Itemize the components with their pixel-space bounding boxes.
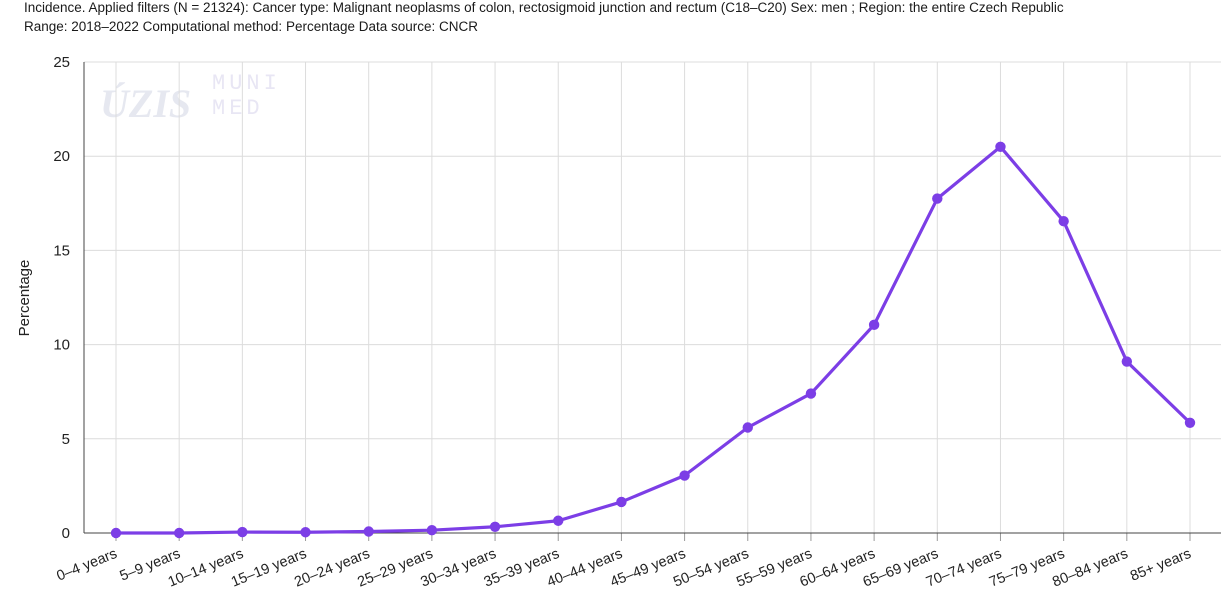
data-point[interactable]	[616, 496, 627, 508]
series-percentage	[110, 141, 1196, 539]
data-point[interactable]	[426, 524, 438, 536]
data-point[interactable]	[1184, 417, 1196, 428]
watermark-med: MED	[212, 96, 264, 121]
data-point[interactable]	[173, 527, 185, 539]
axes	[83, 62, 1221, 541]
data-point[interactable]	[1058, 215, 1069, 227]
y-axis-label: Percentage	[16, 260, 33, 337]
y-tick-label: 0	[62, 525, 70, 542]
watermark-muni: MUNI	[212, 71, 281, 96]
y-tick-labels: 0 5 10 15 20 25	[53, 54, 70, 542]
grid	[84, 61, 1221, 533]
title-line-1: Incidence. Applied filters (N = 21324): …	[24, 0, 1064, 15]
data-point[interactable]	[805, 388, 817, 399]
y-tick-label: 10	[53, 337, 70, 354]
y-tick-label: 20	[53, 148, 70, 165]
data-point[interactable]	[679, 470, 690, 481]
x-tick-label: 85+ years	[1128, 546, 1193, 585]
data-point[interactable]	[932, 193, 943, 204]
data-point[interactable]	[363, 526, 374, 537]
series-line	[116, 145, 1192, 535]
data-point[interactable]	[1121, 356, 1133, 367]
data-point[interactable]	[110, 527, 122, 539]
data-point[interactable]	[995, 141, 1006, 152]
watermark: ÚZIS MUNI MED	[100, 71, 281, 126]
chart-title: Incidence. Applied filters (N = 21324): …	[24, 0, 1064, 36]
y-tick-label: 25	[53, 54, 70, 71]
watermark-uzis: ÚZIS	[100, 81, 191, 126]
data-point[interactable]	[742, 422, 753, 433]
x-tick-label: 0–4 years	[54, 546, 119, 585]
data-point[interactable]	[237, 526, 248, 538]
y-tick-label: 5	[62, 431, 70, 448]
title-line-2: Range: 2018–2022 Computational method: P…	[24, 19, 479, 34]
data-point[interactable]	[300, 527, 311, 538]
data-point[interactable]	[553, 515, 564, 526]
data-point[interactable]	[868, 319, 880, 331]
data-point[interactable]	[489, 521, 501, 532]
y-tick-label: 15	[53, 242, 70, 259]
